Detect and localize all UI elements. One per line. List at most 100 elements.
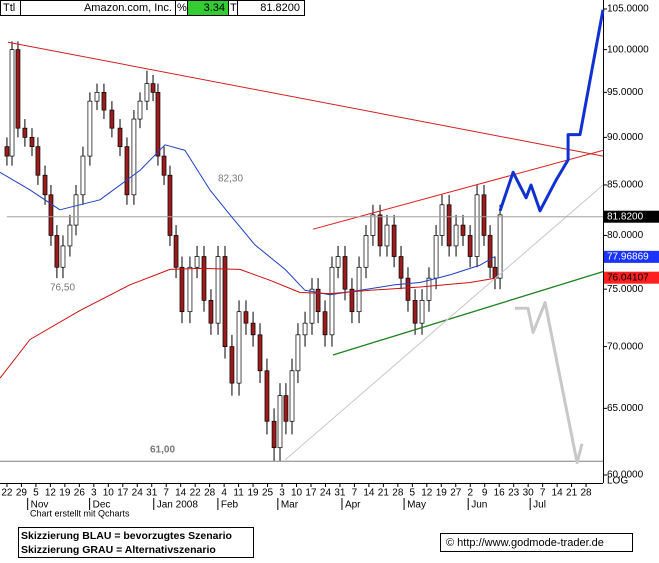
x-tick-label: 25	[262, 488, 274, 499]
x-tick-label: 3	[91, 488, 97, 499]
x-tick-label: 4	[221, 488, 227, 499]
x-tick-label: 21	[566, 488, 578, 499]
candle-body	[460, 224, 466, 236]
candle-body	[492, 266, 498, 279]
candle-body	[257, 334, 263, 372]
month-label: May	[407, 500, 426, 511]
month-label: Feb	[221, 500, 239, 511]
candle-body	[144, 83, 150, 102]
candle-body	[208, 300, 214, 324]
candle-body	[9, 49, 15, 157]
candle-body	[236, 311, 242, 384]
x-tick-label: 24	[320, 488, 332, 499]
candle-body	[322, 311, 328, 336]
y-tick-label: 95.0000	[607, 87, 644, 98]
x-tick-label: 10	[103, 488, 115, 499]
month-label: Apr	[345, 500, 361, 511]
x-tick-label: 14	[363, 488, 375, 499]
candle-body	[101, 91, 107, 111]
y-tick-label: 80.0000	[607, 230, 644, 241]
month-label: Jan 2008	[157, 500, 199, 511]
candle-body	[22, 127, 28, 138]
candles	[4, 41, 503, 462]
x-tick-label: 3	[279, 488, 285, 499]
candle-body	[356, 266, 362, 313]
x-tick-label: 7	[163, 488, 169, 499]
x-tick-label: 7	[540, 488, 546, 499]
month-label: Nov	[31, 500, 49, 511]
x-tick-label: 29	[16, 488, 28, 499]
note: Skizzierung BLAU = bevorzugtes Szenario	[21, 530, 232, 542]
t-label: T	[230, 2, 237, 14]
trend-line	[332, 270, 604, 356]
candle-body	[54, 235, 60, 268]
candle-body	[42, 174, 48, 196]
x-tick-label: 27	[450, 488, 462, 499]
y-tick-label: 85.0000	[607, 180, 644, 191]
candle-body	[264, 370, 270, 422]
candle-body	[377, 214, 383, 247]
candle-body	[370, 214, 376, 236]
candle-body	[405, 277, 411, 301]
header: Ttl Amazon.com, Inc. % 3.34 T 81.8200	[0, 0, 305, 16]
candle-body	[4, 146, 10, 157]
candle-body	[271, 420, 277, 449]
y-tick-label: 75.0000	[607, 284, 644, 295]
candle-body	[109, 109, 115, 129]
x-tick-label: 30	[523, 488, 535, 499]
candle-body	[283, 395, 289, 422]
moving-average	[0, 144, 496, 296]
x-tick-label: 23	[508, 488, 520, 499]
candle-body	[289, 370, 295, 422]
candle-body	[349, 288, 355, 313]
annotation: 76,50	[50, 283, 75, 294]
source: © http://www.godmode-trader.de	[446, 537, 604, 549]
y-tick-label: 65.0000	[607, 403, 644, 414]
price-tag-label: 81.8200	[607, 211, 644, 222]
log-label: LOG	[607, 476, 628, 487]
candle-body	[426, 277, 432, 301]
candle-body	[48, 194, 54, 236]
candle-body	[229, 346, 235, 384]
annotation: 82,30	[218, 174, 243, 185]
trend-line	[284, 184, 604, 461]
x-tick-label: 17	[305, 488, 317, 499]
candle-body	[35, 146, 41, 176]
candle-body	[137, 100, 143, 120]
symbol: Ttl	[3, 2, 15, 14]
candle-body	[474, 194, 480, 257]
candle-body	[412, 300, 418, 324]
change: 3.34	[204, 2, 225, 14]
candle-body	[335, 256, 341, 268]
x-tick-label: 28	[392, 488, 404, 499]
overlay-lines	[0, 9, 605, 465]
scenario-line	[498, 9, 605, 213]
candle-body	[439, 204, 445, 236]
candle-body	[150, 83, 156, 93]
x-tick-label: 14	[552, 488, 564, 499]
x-tick-label: 19	[436, 488, 448, 499]
header-cell	[237, 0, 305, 16]
candle-body	[453, 224, 459, 247]
x-tick-label: 19	[59, 488, 71, 499]
price-tag	[604, 210, 659, 223]
candle-body	[60, 245, 66, 268]
candle-body	[243, 311, 249, 324]
candle-body	[117, 127, 123, 148]
y-tick-label: 60.0000	[607, 470, 644, 481]
candle-body	[87, 100, 93, 157]
candle-body	[329, 266, 335, 336]
x-tick-label: 16	[494, 488, 506, 499]
month-label: Jul	[533, 500, 546, 511]
candle-body	[342, 256, 348, 290]
trend-line	[312, 149, 604, 230]
moving-average	[0, 267, 496, 379]
y-tick-label: 70.0000	[607, 341, 644, 352]
scenario-line	[515, 301, 584, 465]
candle-body	[80, 155, 86, 196]
candle-body	[398, 256, 404, 279]
candle-body	[173, 235, 179, 268]
x-tick-label: 2	[467, 488, 473, 499]
